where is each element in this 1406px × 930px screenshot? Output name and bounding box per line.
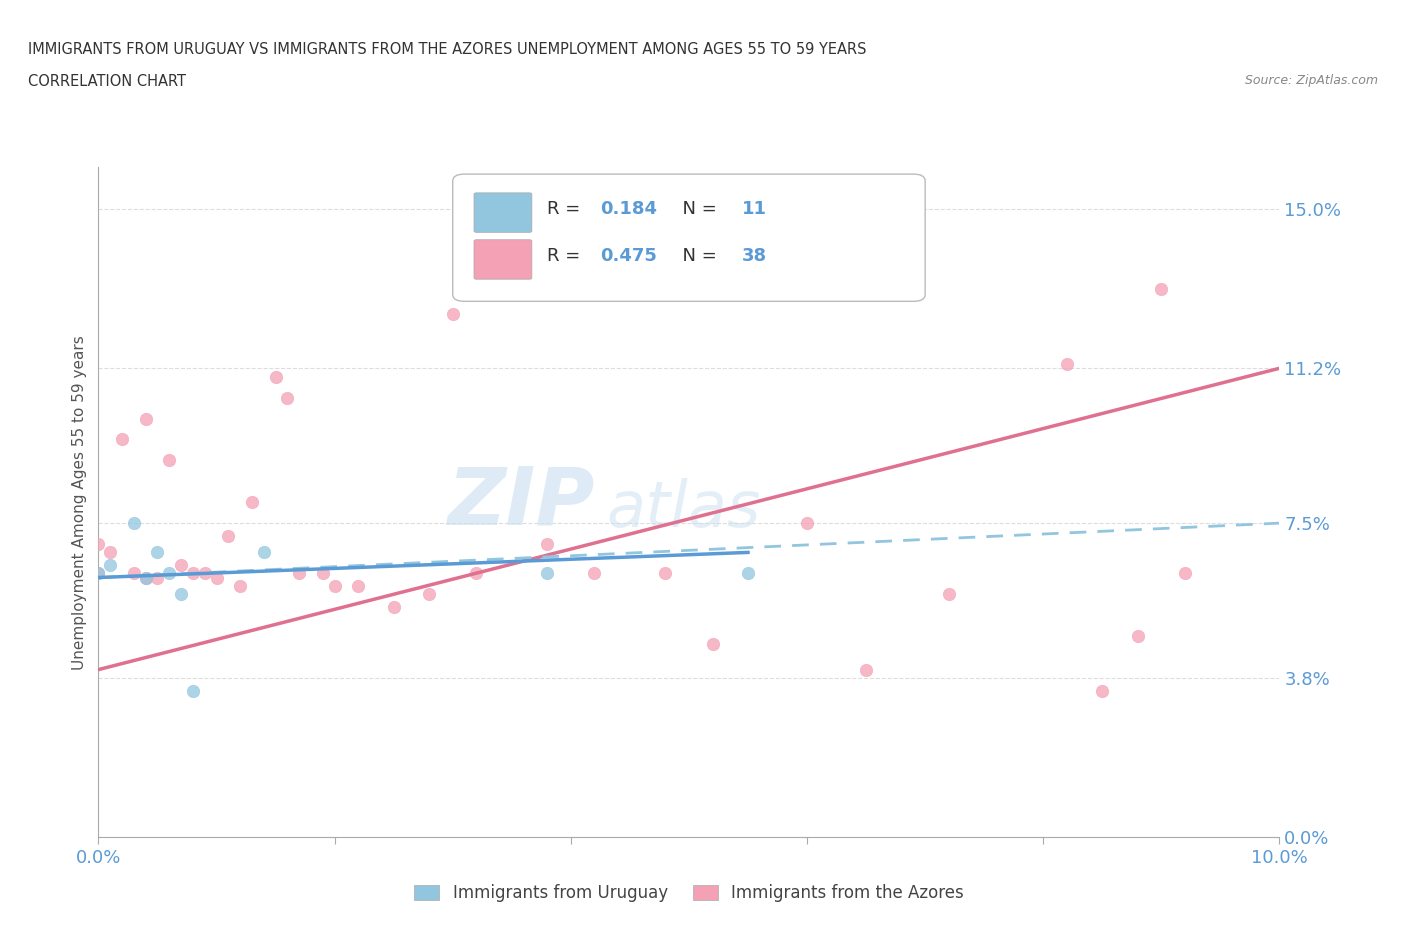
Point [276,391,298,405]
Point [217,528,239,543]
Point [98,558,121,573]
Point [135,570,157,585]
Text: atlas: atlas [606,478,761,540]
Point [855,662,877,677]
Point [135,411,157,426]
Point [229,578,252,593]
FancyBboxPatch shape [474,240,531,279]
Text: N =: N = [671,246,723,265]
Point [418,587,440,602]
Point [170,587,193,602]
Point [796,516,818,531]
Text: IMMIGRANTS FROM URUGUAY VS IMMIGRANTS FROM THE AZORES UNEMPLOYMENT AMONG AGES 55: IMMIGRANTS FROM URUGUAY VS IMMIGRANTS FR… [28,42,866,57]
Point [135,570,157,585]
Point [170,558,193,573]
Point [146,545,169,560]
Point [654,565,676,580]
Point [264,369,287,384]
Point [87,565,110,580]
Point [194,565,217,580]
Text: R =: R = [547,246,586,265]
FancyBboxPatch shape [474,193,531,232]
Point [737,565,759,580]
Point [157,453,180,468]
Point [465,565,488,580]
Point [181,565,204,580]
Point [323,578,346,593]
Point [87,565,110,580]
Text: 38: 38 [742,246,768,265]
Text: CORRELATION CHART: CORRELATION CHART [28,74,186,89]
Point [240,495,263,510]
Point [181,683,204,698]
Point [205,570,228,585]
Legend: Immigrants from Uruguay, Immigrants from the Azores: Immigrants from Uruguay, Immigrants from… [408,878,970,909]
Point [122,565,145,580]
Text: 0.475: 0.475 [600,246,657,265]
Point [146,570,169,585]
Point [98,545,121,560]
Point [122,516,145,531]
Point [1174,565,1197,580]
Point [1056,357,1078,372]
Text: ZIP: ZIP [447,463,595,541]
Point [536,565,558,580]
Point [347,578,370,593]
Point [157,565,180,580]
Point [87,537,110,551]
Point [1091,683,1114,698]
Point [111,432,134,447]
Point [288,565,311,580]
Point [253,545,276,560]
Text: 11: 11 [742,200,768,218]
Point [938,587,960,602]
Point [441,307,464,322]
Y-axis label: Unemployment Among Ages 55 to 59 years: Unemployment Among Ages 55 to 59 years [72,335,87,670]
Text: Source: ZipAtlas.com: Source: ZipAtlas.com [1244,74,1378,87]
Text: 0.184: 0.184 [600,200,658,218]
Point [702,637,724,652]
Text: N =: N = [671,200,723,218]
Point [1150,282,1173,297]
FancyBboxPatch shape [453,174,925,301]
Point [312,565,335,580]
Point [536,537,558,551]
Point [1126,629,1149,644]
Point [583,565,606,580]
Text: R =: R = [547,200,586,218]
Point [382,600,405,615]
